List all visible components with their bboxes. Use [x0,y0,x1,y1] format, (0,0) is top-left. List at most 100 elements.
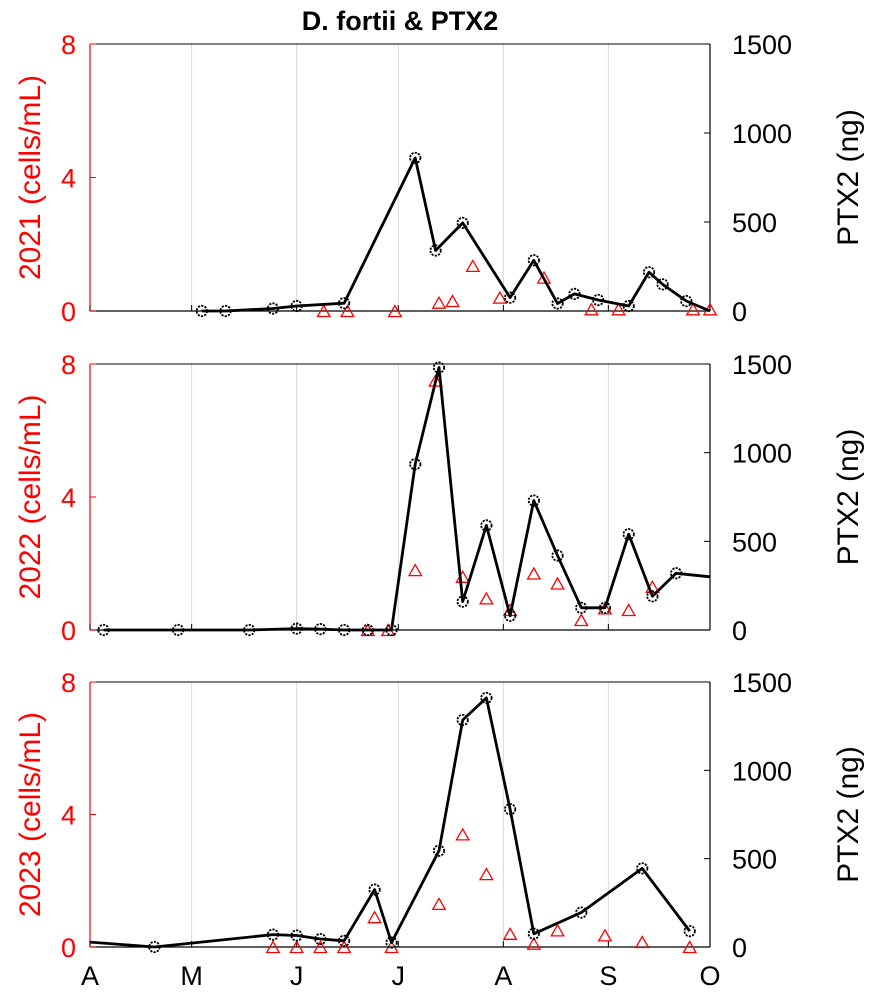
x-tick-label: J [290,961,304,991]
fortii-point [621,603,637,617]
ptx2-series-line [201,156,711,313]
ptx2-point [337,623,351,637]
fortii-point [340,304,355,318]
ptx2-point [670,567,683,580]
fortii-point [465,259,481,273]
ptx2-point [97,623,110,637]
left-axis-label: 2022 (cells/mL) [14,394,47,599]
right-tick-label: 0 [732,297,747,327]
fortii-point [367,910,382,924]
right-tick-label: 1500 [732,668,792,698]
left-tick-label: 8 [61,30,76,60]
fortii-point [685,302,701,316]
fortii-point [597,928,613,942]
left-tick-label: 8 [61,668,76,698]
ptx2-point [646,590,659,603]
right-tick-label: 1000 [732,756,792,786]
ptx2-series-line [103,366,711,632]
ptx2-point [527,494,540,507]
x-tick-label: M [180,961,203,991]
fortii-point [407,563,423,577]
right-tick-label: 0 [732,933,747,963]
ptx2-point [456,713,469,727]
ptx2-point [171,623,185,637]
ptx2-point [314,623,327,636]
fortii-point [316,304,332,318]
ptx2-point [385,936,398,949]
panel-2: 0 4 8 0 500 1000 1500 2022 (cells/mL) PTX2 (ng) [14,350,865,646]
ptx2-point [409,151,422,165]
x-tick-label: A [81,961,99,991]
ptx2-point [575,601,588,614]
right-tick-label: 1500 [732,350,792,380]
x-tick-label: J [392,961,406,991]
right-tick-label: 500 [732,845,777,875]
ptx2-point [504,803,517,816]
fortii-point [455,827,471,841]
ptx2-point [290,929,303,942]
right-tick-label: 500 [732,208,777,238]
ptx2-point [568,287,581,301]
fortii-point [478,591,494,605]
ptx2-point [636,862,649,875]
ptx2-point [243,623,256,637]
fortii-point [289,940,305,954]
fortii-point [584,302,599,316]
ptx2-point [456,595,469,608]
ptx2-point [592,293,605,307]
ptx2-point [266,302,280,315]
left-tick-label: 0 [61,297,76,327]
ptx2-point [219,304,232,318]
ptx2-point [480,519,493,532]
ptx2-point [575,906,588,919]
ptx2-point [409,458,422,471]
ptx2-point [195,304,208,318]
right-axis-label: PTX2 (ng) [832,429,865,566]
fortii-point [478,867,494,881]
ptx2-point [598,601,612,614]
right-axis-label: PTX2 (ng) [832,109,865,246]
ptx2-point [432,844,446,857]
fortii-point [455,569,471,583]
panel-3: 0 4 8 0 500 1000 1500 2023 (cells/mL) PTX2 (ng) [14,668,865,963]
chart-title: D. fortii & PTX2 [302,6,499,36]
fortii-point [611,302,626,316]
left-tick-label: 0 [61,933,76,963]
ptx2-point [456,216,469,229]
left-tick-label: 4 [61,164,76,194]
fortii-point [550,923,565,937]
ptx2-point [337,934,351,947]
fortii-point [431,295,447,309]
right-tick-label: 1000 [732,439,792,469]
left-tick-label: 4 [61,483,76,513]
fortii-point [573,613,589,627]
fortii-point [536,270,552,284]
ptx2-point [361,623,374,637]
left-tick-label: 4 [61,801,76,831]
ptx2-point [656,278,669,291]
right-tick-label: 0 [732,616,747,646]
ptx2-point [527,254,540,267]
ptx2-point [504,291,517,304]
fortii-point [526,566,542,580]
ptx2-point [551,297,564,310]
right-tick-label: 1000 [732,119,792,149]
ptx2-point [527,927,540,940]
ptx2-point [148,940,161,954]
ptx2-point [337,297,351,310]
fortii-point [431,897,447,911]
ptx2-series-line [89,696,691,949]
ptx2-point [622,528,635,541]
ptx2-point [551,549,564,562]
fortii-point [312,940,328,954]
fortii-point [445,294,460,308]
right-tick-label: 500 [732,527,777,557]
fortii-point [265,940,281,954]
left-axis-label: 2023 (cells/mL) [14,712,47,917]
fortii-point [526,936,542,950]
left-tick-label: 0 [61,616,76,646]
ptx2-point [266,928,280,941]
ptx2-point [429,244,442,257]
